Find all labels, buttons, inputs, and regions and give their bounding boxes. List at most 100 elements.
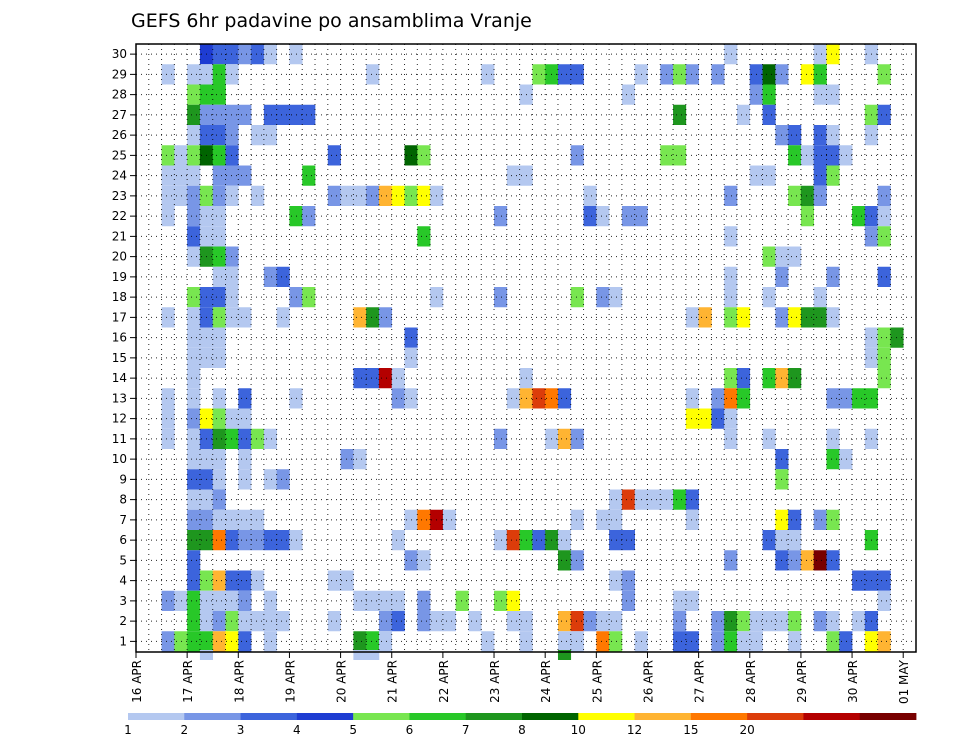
heatmap-cell xyxy=(276,307,290,328)
colorbar-legend: 1 2 3 4 5 6 7 8 10 12 15 20 xyxy=(124,713,917,737)
heatmap-cell xyxy=(251,530,265,551)
heatmap-cell xyxy=(826,84,840,105)
heatmap-cell xyxy=(327,145,341,166)
heatmap-cell xyxy=(736,388,751,409)
heatmap-cell xyxy=(238,570,252,591)
colorbar-label: 20 xyxy=(739,723,754,737)
heatmap-cell xyxy=(212,469,226,490)
heatmap-cell xyxy=(161,185,175,206)
heatmap-cell xyxy=(762,368,776,389)
colorbar-label: 1 xyxy=(124,723,132,737)
heatmap-cell xyxy=(174,590,188,611)
heatmap-cell xyxy=(788,509,802,530)
heatmap-cell xyxy=(225,44,239,65)
heatmap-cell xyxy=(417,590,431,611)
heatmap-cell xyxy=(596,631,610,652)
heatmap-cell xyxy=(557,550,572,571)
x-tick-label: 17 APR xyxy=(181,660,195,703)
heatmap-cell xyxy=(442,611,456,632)
heatmap-cell xyxy=(877,104,891,125)
heatmap-cell xyxy=(225,590,239,611)
heatmap-cell xyxy=(685,489,699,510)
heatmap-cell xyxy=(212,590,226,611)
y-tick-label: 25 xyxy=(112,148,127,162)
heatmap-cell xyxy=(596,287,610,308)
heatmap-cell xyxy=(877,206,891,227)
heatmap-cell xyxy=(187,611,201,632)
x-tick-label: 28 APR xyxy=(744,660,758,703)
heatmap-cell xyxy=(711,631,725,652)
heatmap-cell xyxy=(583,185,597,206)
heatmap-cell xyxy=(366,64,380,85)
heatmap-cell xyxy=(238,469,252,490)
heatmap-cell xyxy=(800,185,815,206)
heatmap-cell xyxy=(711,408,725,429)
heatmap-cell xyxy=(609,611,623,632)
heatmap-cell xyxy=(391,530,405,551)
heatmap-cell xyxy=(225,428,239,449)
heatmap-cell xyxy=(506,590,520,611)
heatmap-cell xyxy=(852,570,866,591)
heatmap-cell xyxy=(557,530,572,551)
heatmap-cell xyxy=(187,84,201,105)
heatmap-cell xyxy=(877,570,891,591)
heatmap-cell xyxy=(621,84,635,105)
colorbar-label: 8 xyxy=(518,723,526,737)
colorbar-swatch xyxy=(240,713,298,720)
heatmap-cell xyxy=(161,408,175,429)
heatmap-cell xyxy=(302,287,316,308)
x-tick-label: 24 APR xyxy=(539,660,553,703)
heatmap-cell xyxy=(877,631,891,652)
heatmap-cell xyxy=(685,408,699,429)
heatmap-cell xyxy=(212,165,226,186)
heatmap-cell xyxy=(302,206,316,227)
heatmap-cell xyxy=(877,590,891,611)
y-tick-label: 29 xyxy=(112,67,127,81)
heatmap-cell xyxy=(340,185,354,206)
heatmap-cell xyxy=(673,104,687,125)
heatmap-cell xyxy=(212,84,226,105)
heatmap-cell xyxy=(877,185,891,206)
heatmap-cell xyxy=(532,64,546,85)
y-tick-label: 5 xyxy=(119,553,127,567)
heatmap-cell xyxy=(251,44,265,65)
heatmap-cell xyxy=(289,287,303,308)
heatmap-cell xyxy=(762,530,776,551)
plot-frame xyxy=(135,43,917,653)
heatmap-cell xyxy=(800,550,815,571)
heatmap-cell xyxy=(212,64,226,85)
colorbar-swatch xyxy=(296,713,354,720)
heatmap-cell xyxy=(212,287,226,308)
heatmap-cell xyxy=(788,631,802,652)
heatmap-cell xyxy=(494,428,508,449)
heatmap-cell xyxy=(212,125,226,146)
heatmap-cell xyxy=(506,165,520,186)
heatmap-cell xyxy=(238,449,252,470)
colorbar-label: 2 xyxy=(180,723,188,737)
heatmap-cell xyxy=(251,509,265,530)
heatmap-cell xyxy=(366,185,380,206)
heatmap-cell xyxy=(724,631,738,652)
heatmap-cell xyxy=(826,44,840,65)
x-tick-label: 22 APR xyxy=(437,660,451,703)
x-tick-label: 26 APR xyxy=(642,660,656,703)
heatmap-cell xyxy=(762,428,776,449)
heatmap-cell xyxy=(481,64,495,85)
heatmap-cell xyxy=(212,266,226,287)
heatmap-cell xyxy=(762,287,776,308)
heatmap-cell xyxy=(212,611,226,632)
heatmap-cell xyxy=(187,631,201,652)
y-tick-label: 18 xyxy=(112,290,127,304)
heatmap-cell xyxy=(685,631,699,652)
colorbar-label: 6 xyxy=(406,723,414,737)
heatmap-cell xyxy=(378,631,393,652)
heatmap-cell xyxy=(366,650,380,660)
heatmap-cell xyxy=(251,125,265,146)
heatmap-cell xyxy=(391,590,405,611)
heatmap-cell xyxy=(826,125,840,146)
heatmap-cell xyxy=(302,165,316,186)
heatmap-cell xyxy=(711,388,725,409)
heatmap-cell xyxy=(813,125,827,146)
heatmap-cell xyxy=(583,206,597,227)
heatmap-cell xyxy=(225,408,239,429)
